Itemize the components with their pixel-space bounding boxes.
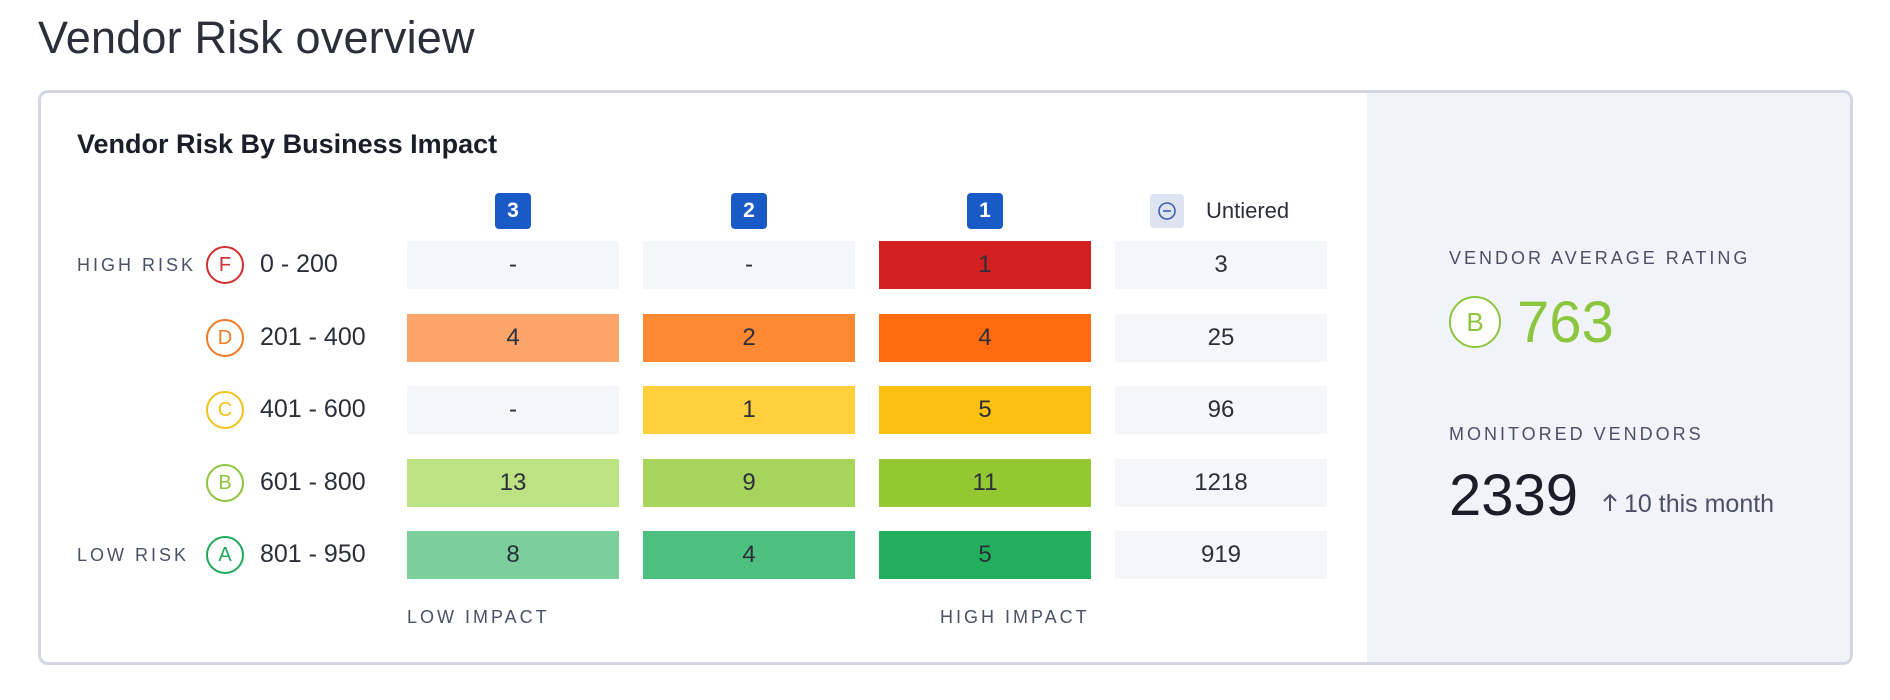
high-risk-label: HIGH RISK (77, 255, 197, 275)
heat-cell[interactable]: 9 (643, 459, 855, 507)
heat-cell[interactable]: 5 (879, 531, 1091, 579)
heat-cell[interactable]: - (407, 241, 619, 289)
minus-circle-icon (1150, 194, 1184, 228)
monitored-delta-text: 10 this month (1624, 490, 1775, 518)
monitored-vendors-label: MONITORED VENDORS (1449, 424, 1704, 444)
tier-badge: 1 (967, 193, 1003, 229)
range-label: 401 - 600 (260, 395, 366, 423)
grade-d-icon: D (206, 319, 244, 357)
tier-badge: 3 (495, 193, 531, 229)
heat-cell[interactable]: 2 (643, 314, 855, 362)
column-header-untiered[interactable]: Untiered (1115, 193, 1327, 229)
heat-cell[interactable]: 5 (879, 386, 1091, 434)
monitored-delta: 10 this month (1602, 490, 1774, 519)
untiered-label: Untiered (1206, 198, 1290, 223)
avg-rating-label: VENDOR AVERAGE RATING (1449, 248, 1751, 268)
heat-cell[interactable]: - (407, 386, 619, 434)
high-impact-label: HIGH IMPACT (940, 607, 1090, 627)
heat-cell[interactable]: - (643, 241, 855, 289)
arrow-up-icon (1602, 491, 1618, 519)
heat-cell[interactable]: 4 (879, 314, 1091, 362)
page-title: Vendor Risk overview (38, 12, 475, 63)
vendor-risk-card: Vendor Risk By Business Impact 3 2 1 Unt… (38, 90, 1853, 665)
avg-score: 763 (1517, 290, 1614, 355)
column-header-tier-1[interactable]: 1 (879, 193, 1091, 229)
heat-cell[interactable]: 13 (407, 459, 619, 507)
grade-f-icon: F (206, 246, 244, 284)
heat-cell[interactable]: 4 (407, 314, 619, 362)
card-title: Vendor Risk By Business Impact (77, 129, 498, 159)
grade-b-icon: B (206, 464, 244, 502)
grade-c-icon: C (206, 391, 244, 429)
range-label: 0 - 200 (260, 250, 338, 278)
heat-cell[interactable]: 1 (879, 241, 1091, 289)
grade-a-icon: A (206, 536, 244, 574)
heat-cell[interactable]: 3 (1115, 241, 1327, 289)
avg-grade-icon: B (1449, 296, 1501, 348)
range-label: 601 - 800 (260, 468, 366, 496)
range-label: 201 - 400 (260, 323, 366, 351)
tier-badge: 2 (731, 193, 767, 229)
column-header-tier-2[interactable]: 2 (643, 193, 855, 229)
low-risk-label: LOW RISK (77, 545, 190, 565)
heat-cell[interactable]: 96 (1115, 386, 1327, 434)
monitored-count: 2339 (1449, 463, 1579, 528)
heat-cell[interactable]: 4 (643, 531, 855, 579)
heat-cell[interactable]: 11 (879, 459, 1091, 507)
heat-cell[interactable]: 1218 (1115, 459, 1327, 507)
heat-cell[interactable]: 1 (643, 386, 855, 434)
heat-cell[interactable]: 25 (1115, 314, 1327, 362)
range-label: 801 - 950 (260, 540, 366, 568)
low-impact-label: LOW IMPACT (407, 607, 550, 627)
heat-cell[interactable]: 919 (1115, 531, 1327, 579)
column-header-tier-3[interactable]: 3 (407, 193, 619, 229)
summary-panel: VENDOR AVERAGE RATING B 763 MONITORED VE… (1367, 93, 1850, 662)
heat-cell[interactable]: 8 (407, 531, 619, 579)
